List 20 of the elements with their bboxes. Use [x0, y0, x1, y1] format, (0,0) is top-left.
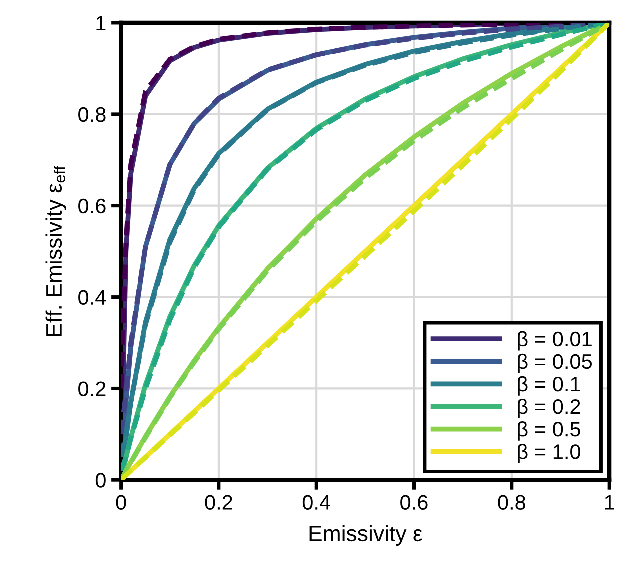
- y-tick-label: 0.2: [78, 382, 106, 396]
- x-tick-label: 0.4: [302, 495, 330, 510]
- y-tick-label: 0: [96, 473, 106, 488]
- legend-label: β = 0.05: [518, 354, 592, 374]
- y-axis-title: Eff. Emissivity ε$_{eff}$: [46, 166, 66, 336]
- x-tick-label: 0: [116, 495, 126, 510]
- y-tick-label: 0.6: [78, 198, 106, 214]
- legend-label: β = 0.2: [518, 398, 580, 418]
- x-tick-label: 0.8: [498, 495, 526, 510]
- legend-label: β = 0.1: [518, 376, 580, 396]
- y-tick-label: 0.4: [78, 290, 106, 306]
- x-tick-label: 0.6: [400, 495, 428, 510]
- y-tick-label: 1: [96, 16, 106, 31]
- legend-label: β = 0.01: [518, 331, 592, 351]
- x-tick-label: 0.2: [205, 495, 232, 510]
- y-tick-label: 0.8: [78, 107, 106, 122]
- legend-label: β = 0.5: [518, 421, 580, 441]
- x-axis-title: Emissivity ε: [310, 525, 422, 546]
- legend-label: β = 1.0: [518, 444, 580, 464]
- x-tick-label: 1: [605, 495, 614, 510]
